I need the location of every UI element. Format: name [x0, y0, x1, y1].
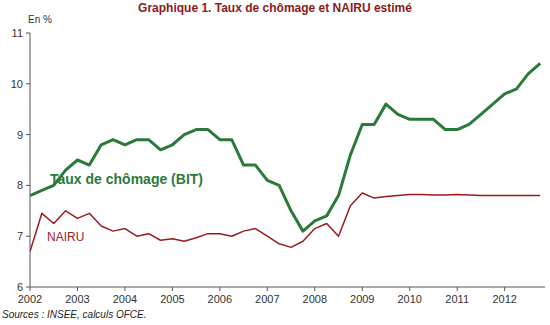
x-tick-label: 2003	[65, 293, 89, 305]
source: Sources : INSEE, calculs OFCE.	[2, 309, 147, 320]
y-tick-label: 8	[17, 179, 23, 191]
x-tick	[457, 287, 458, 291]
x-tick-label: 2002	[18, 293, 42, 305]
chart: Graphique 1. Taux de chômage et NAIRU es…	[0, 0, 550, 325]
x-tick-label: 2004	[113, 293, 137, 305]
x-tick-label: 2011	[445, 293, 469, 305]
x-tick	[77, 287, 78, 291]
x-tick	[504, 287, 505, 291]
y-tick-label: 10	[11, 78, 23, 90]
y-tick-label: 9	[17, 129, 23, 141]
x-tick-label: 2009	[350, 293, 374, 305]
y-tick	[26, 83, 30, 84]
x-tick-label: 2010	[397, 293, 421, 305]
plot-area	[30, 63, 540, 251]
series-line	[30, 63, 540, 231]
x-tick	[409, 287, 410, 291]
title: Graphique 1. Taux de chômage et NAIRU es…	[138, 1, 412, 15]
x-tick-label: 2007	[255, 293, 279, 305]
y-tick-label: 7	[17, 230, 23, 242]
y-label: En %	[28, 14, 52, 25]
series-label: Taux de chômage (BIT)	[50, 171, 203, 187]
y-tick-label: 6	[17, 281, 23, 293]
x-tick	[172, 287, 173, 291]
x-tick-label: 2006	[208, 293, 232, 305]
x-tick	[30, 287, 31, 291]
x-tick-label: 2012	[492, 293, 516, 305]
x-tick	[219, 287, 220, 291]
y-tick	[26, 134, 30, 135]
x-tick	[124, 287, 125, 291]
x-tick-label: 2008	[303, 293, 327, 305]
x-tick	[314, 287, 315, 291]
x-axis	[30, 287, 545, 288]
x-tick-label: 2005	[160, 293, 184, 305]
y-tick	[26, 33, 30, 34]
y-tick-label: 11	[12, 27, 23, 39]
series-line	[30, 193, 540, 251]
x-tick	[267, 287, 268, 291]
series-label: NAIRU	[47, 230, 84, 244]
y-tick	[26, 287, 30, 288]
y-tick	[26, 236, 30, 237]
x-tick	[362, 287, 363, 291]
y-tick	[26, 185, 30, 186]
